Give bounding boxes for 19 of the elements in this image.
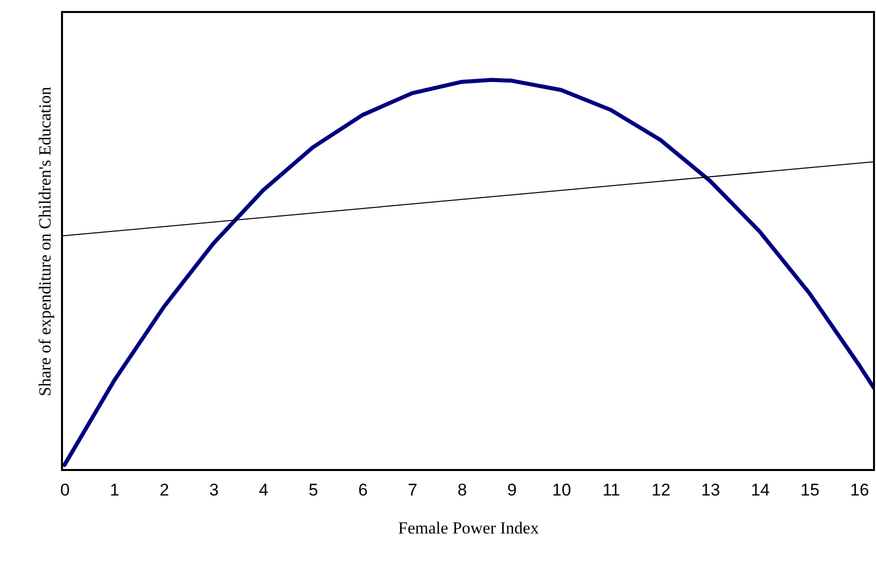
x-tick-label: 0 bbox=[60, 480, 70, 500]
x-tick-label: 4 bbox=[258, 480, 268, 500]
x-tick-label: 16 bbox=[850, 480, 870, 500]
y-axis-title: Share of expenditure on Children's Education bbox=[36, 86, 54, 396]
x-tick-label: 3 bbox=[209, 480, 219, 500]
x-tick-label: 10 bbox=[552, 480, 572, 500]
x-tick-label: 12 bbox=[651, 480, 670, 500]
x-tick-label: 2 bbox=[160, 480, 170, 500]
x-axis-title: Female Power Index bbox=[398, 518, 540, 538]
x-tick-label: 14 bbox=[750, 480, 770, 500]
x-tick-label: 11 bbox=[602, 480, 620, 500]
x-tick-label: 6 bbox=[358, 480, 368, 500]
x-tick-label: 15 bbox=[800, 480, 820, 500]
x-tick-label: 7 bbox=[408, 480, 418, 500]
x-tick-label: 8 bbox=[458, 480, 468, 500]
x-tick-label: 13 bbox=[701, 480, 720, 500]
x-tick-label: 1 bbox=[110, 480, 120, 500]
x-tick-label: 5 bbox=[308, 480, 318, 500]
x-tick-label: 9 bbox=[507, 480, 517, 500]
